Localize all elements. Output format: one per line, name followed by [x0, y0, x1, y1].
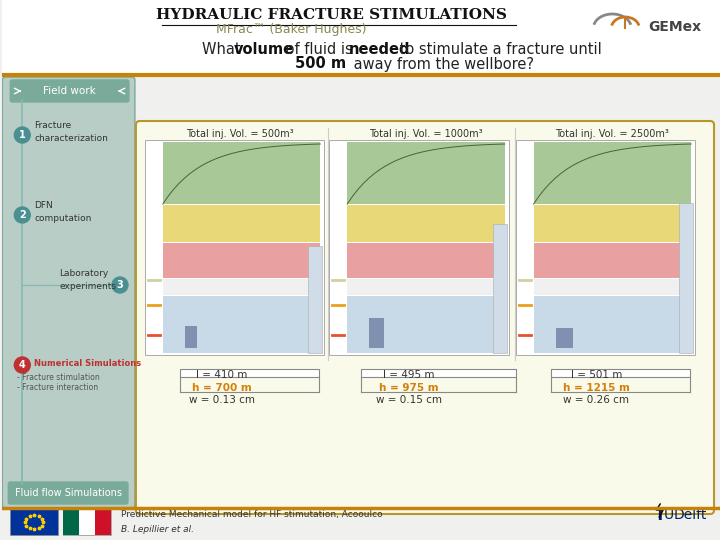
Text: h = 700 m: h = 700 m — [192, 383, 251, 393]
FancyBboxPatch shape — [10, 509, 58, 535]
FancyBboxPatch shape — [516, 140, 695, 355]
FancyBboxPatch shape — [63, 509, 79, 535]
Text: w = 0.15 cm: w = 0.15 cm — [376, 395, 442, 405]
Text: 500 m: 500 m — [295, 57, 346, 71]
Text: w = 0.26 cm: w = 0.26 cm — [564, 395, 629, 405]
FancyBboxPatch shape — [163, 142, 320, 204]
FancyBboxPatch shape — [308, 246, 323, 353]
FancyBboxPatch shape — [347, 296, 505, 353]
FancyBboxPatch shape — [534, 243, 691, 278]
FancyBboxPatch shape — [347, 243, 505, 278]
Text: h = 975 m: h = 975 m — [379, 383, 438, 393]
FancyBboxPatch shape — [163, 279, 320, 295]
Text: Total inj. Vol. = 500m³: Total inj. Vol. = 500m³ — [186, 129, 293, 139]
FancyBboxPatch shape — [9, 482, 128, 504]
FancyBboxPatch shape — [163, 296, 320, 353]
Text: 3: 3 — [117, 280, 123, 290]
Text: 2: 2 — [19, 210, 26, 220]
Text: Numerical Simulations: Numerical Simulations — [35, 359, 141, 368]
Text: Delft: Delft — [673, 508, 706, 522]
Text: U: U — [664, 508, 675, 522]
Text: 1: 1 — [19, 130, 26, 140]
FancyBboxPatch shape — [63, 509, 111, 535]
Text: - Fracture stimulation: - Fracture stimulation — [17, 374, 100, 382]
Text: h = 1215 m: h = 1215 m — [563, 383, 630, 393]
FancyBboxPatch shape — [534, 296, 691, 353]
FancyBboxPatch shape — [534, 205, 691, 242]
FancyBboxPatch shape — [347, 279, 505, 295]
FancyBboxPatch shape — [10, 80, 129, 102]
FancyBboxPatch shape — [551, 369, 690, 377]
FancyBboxPatch shape — [361, 369, 516, 377]
FancyBboxPatch shape — [136, 121, 714, 514]
FancyBboxPatch shape — [2, 0, 720, 75]
FancyBboxPatch shape — [534, 279, 691, 295]
FancyBboxPatch shape — [492, 224, 507, 353]
Text: Laboratory
experiments: Laboratory experiments — [59, 269, 116, 291]
Text: DFN
computation: DFN computation — [35, 201, 91, 222]
Text: volume: volume — [233, 43, 294, 57]
Text: Fluid flow Simulations: Fluid flow Simulations — [14, 488, 122, 498]
FancyBboxPatch shape — [369, 318, 384, 348]
FancyBboxPatch shape — [185, 326, 197, 348]
FancyBboxPatch shape — [180, 369, 319, 377]
Text: Predictive Mechanical model for HF stimutation, Acooulco: Predictive Mechanical model for HF stimu… — [121, 510, 382, 518]
Text: needed: needed — [349, 43, 410, 57]
FancyBboxPatch shape — [145, 140, 324, 355]
FancyBboxPatch shape — [679, 202, 693, 353]
Text: What: What — [202, 43, 245, 57]
Text: to stimulate a fracture until: to stimulate a fracture until — [395, 43, 602, 57]
FancyBboxPatch shape — [347, 142, 505, 204]
FancyBboxPatch shape — [2, 77, 135, 508]
Text: Total inj. Vol. = 1000m³: Total inj. Vol. = 1000m³ — [369, 129, 483, 139]
FancyBboxPatch shape — [163, 243, 320, 278]
Text: Field work: Field work — [42, 86, 96, 96]
Text: - Fracture interaction: - Fracture interaction — [17, 383, 99, 393]
FancyBboxPatch shape — [95, 509, 111, 535]
Circle shape — [14, 127, 30, 143]
Circle shape — [14, 357, 30, 373]
Text: B. Lepillier et al.: B. Lepillier et al. — [121, 525, 194, 535]
Text: l = 501 m: l = 501 m — [571, 370, 622, 380]
Circle shape — [14, 207, 30, 223]
Text: of fluid is: of fluid is — [282, 43, 358, 57]
Text: 4: 4 — [19, 360, 26, 370]
Text: l = 410 m: l = 410 m — [196, 370, 247, 380]
Text: T: T — [655, 508, 666, 523]
Circle shape — [112, 277, 128, 293]
Text: l = 495 m: l = 495 m — [383, 370, 435, 380]
Text: w = 0.13 cm: w = 0.13 cm — [189, 395, 255, 405]
Text: Total inj. Vol. = 2500m³: Total inj. Vol. = 2500m³ — [555, 129, 670, 139]
FancyBboxPatch shape — [556, 328, 573, 348]
Text: HYDRAULIC FRACTURE STIMULATIONS: HYDRAULIC FRACTURE STIMULATIONS — [156, 8, 507, 22]
Text: Fracture
characterization: Fracture characterization — [35, 122, 108, 143]
Text: MFrac™ (Baker Hughes): MFrac™ (Baker Hughes) — [216, 24, 366, 37]
Text: away from the wellbore?: away from the wellbore? — [349, 57, 534, 71]
Text: GEMex: GEMex — [648, 20, 701, 34]
FancyBboxPatch shape — [534, 142, 691, 204]
FancyBboxPatch shape — [347, 205, 505, 242]
FancyBboxPatch shape — [329, 140, 509, 355]
FancyBboxPatch shape — [163, 205, 320, 242]
